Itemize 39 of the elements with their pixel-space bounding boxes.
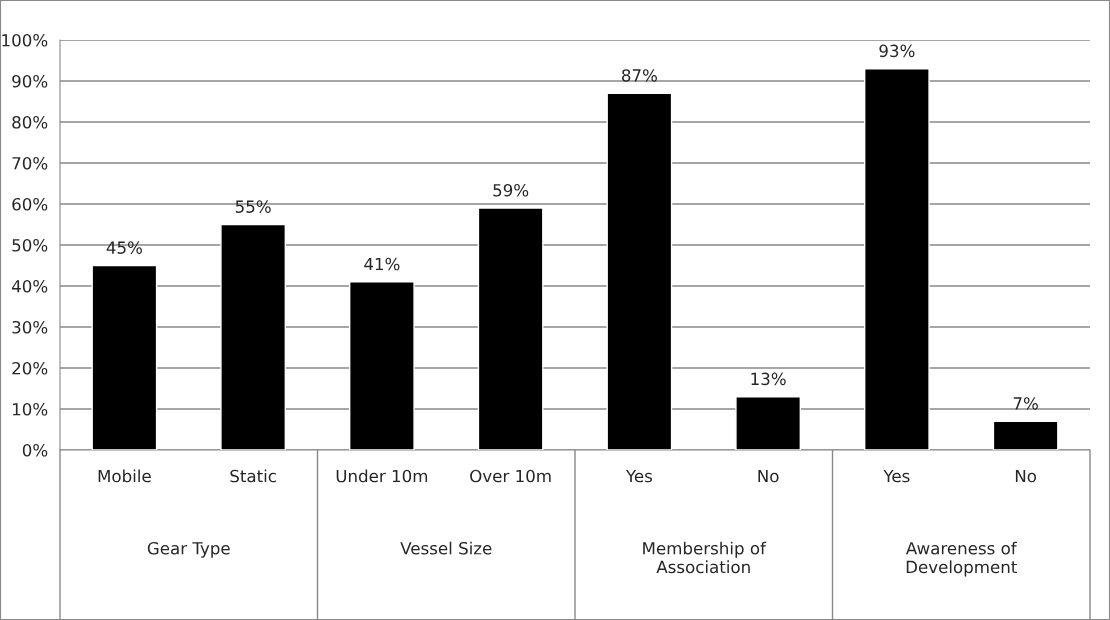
bar (91, 264, 158, 450)
bar (477, 207, 544, 450)
text: Vessel Size (400, 541, 492, 555)
text: Gear Type (147, 541, 230, 558)
data-label: 45% (106, 241, 142, 254)
y-tick-label: 0% (22, 443, 48, 457)
y-tick-label: 70% (12, 156, 48, 170)
bar (863, 68, 930, 450)
data-label: 59% (493, 183, 529, 197)
y-tick-label: 10% (12, 402, 48, 416)
bar (348, 281, 415, 450)
y-tick-label: 90% (12, 74, 48, 88)
bar (220, 223, 287, 450)
y-tick-label: 80% (12, 115, 48, 129)
y-tick-label: 100% (2, 33, 48, 47)
data-label: 87% (621, 69, 657, 82)
text: Awareness of Development (905, 541, 1017, 577)
text: Membership of Association (643, 541, 767, 574)
y-tick-label: 50% (12, 238, 48, 252)
x-tick-label: Mobile (98, 469, 151, 483)
x-tick-label: No (1015, 469, 1037, 483)
data-label: 13% (751, 372, 786, 386)
bar (992, 420, 1059, 450)
x-tick-label: No (758, 469, 779, 483)
x-tick-label: Under 10m (336, 469, 428, 483)
bar (606, 92, 673, 450)
data-label: 41% (364, 257, 400, 271)
y-tick-label: 60% (12, 197, 48, 211)
x-tick-label: Over 10m (470, 469, 551, 483)
y-tick-label: 40% (11, 279, 48, 293)
y-tick-label: 30% (12, 320, 48, 334)
data-label: 55% (235, 200, 271, 213)
y-tick-label: 20% (12, 361, 48, 375)
data-label: 93% (879, 44, 915, 58)
x-tick-label: Yes (883, 469, 910, 483)
x-tick-label: Yes (625, 469, 653, 483)
data-label: 7% (1013, 397, 1038, 410)
x-tick-label: Static (230, 469, 276, 483)
bar (735, 396, 802, 450)
